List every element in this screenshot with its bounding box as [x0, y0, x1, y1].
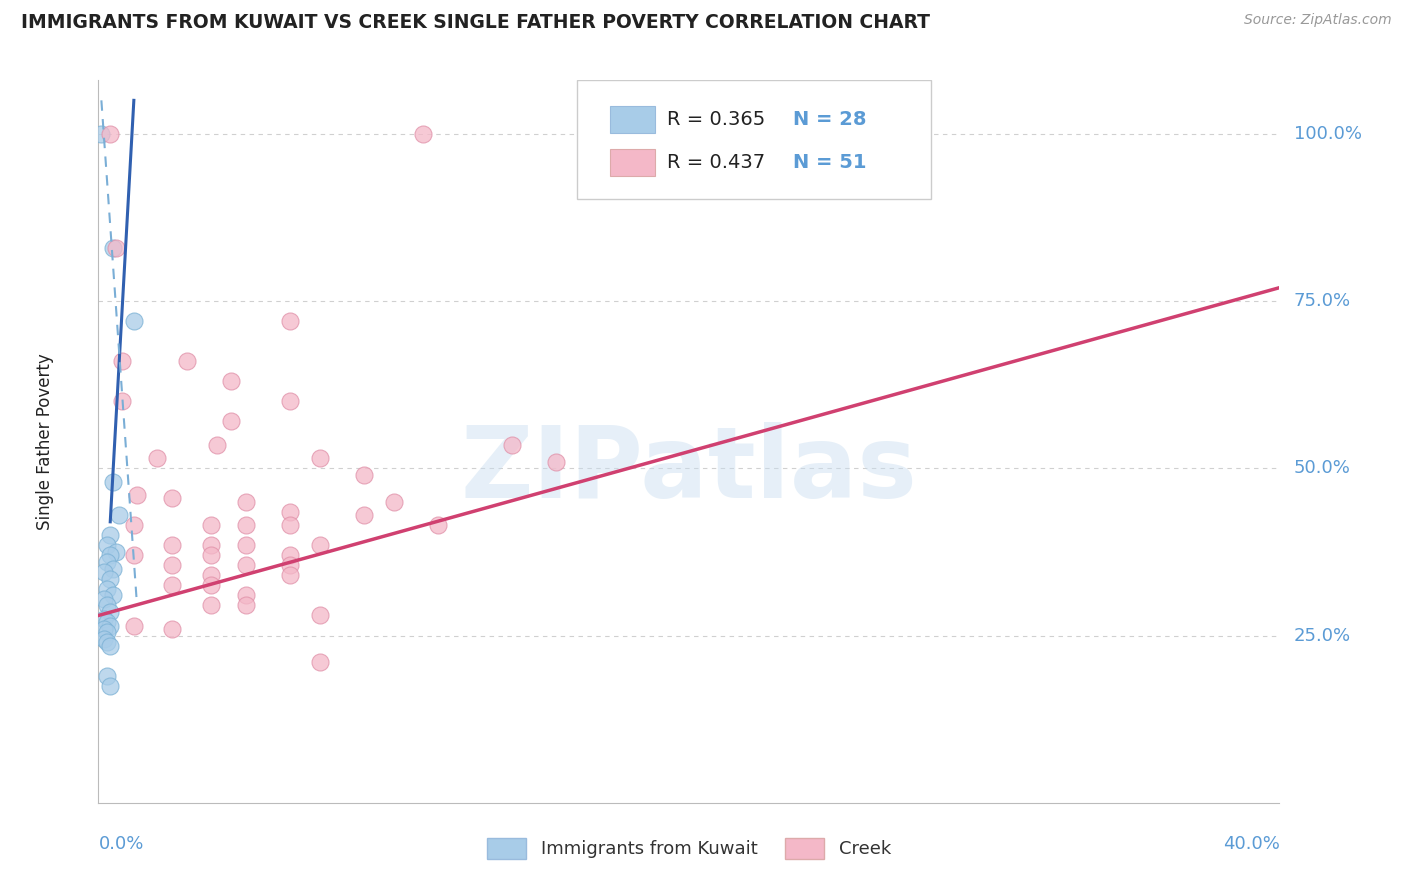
Point — [96, 599, 118, 613]
Point — [93, 632, 115, 646]
Point — [280, 505, 302, 519]
Point — [96, 615, 118, 630]
Point — [205, 438, 228, 452]
Point — [200, 538, 222, 552]
Point — [200, 599, 222, 613]
Point — [309, 655, 332, 669]
Point — [723, 127, 745, 141]
Point — [122, 314, 145, 328]
Point — [125, 488, 148, 502]
Point — [96, 582, 118, 596]
Point — [221, 375, 243, 389]
Point — [221, 414, 243, 429]
Point — [162, 622, 183, 636]
Point — [122, 518, 145, 533]
Point — [200, 568, 222, 582]
Point — [200, 518, 222, 533]
Point — [162, 491, 183, 506]
Legend: Immigrants from Kuwait, Creek: Immigrants from Kuwait, Creek — [479, 830, 898, 866]
Point — [280, 314, 302, 328]
Text: 40.0%: 40.0% — [1223, 835, 1279, 854]
Point — [235, 518, 257, 533]
Point — [96, 669, 118, 683]
Point — [96, 538, 118, 552]
Point — [111, 394, 134, 409]
Point — [353, 467, 375, 482]
Point — [146, 451, 169, 466]
Text: IMMIGRANTS FROM KUWAIT VS CREEK SINGLE FATHER POVERTY CORRELATION CHART: IMMIGRANTS FROM KUWAIT VS CREEK SINGLE F… — [21, 13, 931, 32]
Point — [108, 508, 131, 523]
Point — [176, 354, 198, 368]
Point — [103, 562, 125, 576]
Text: N = 51: N = 51 — [793, 153, 866, 172]
Point — [280, 518, 302, 533]
Text: 25.0%: 25.0% — [1294, 626, 1351, 645]
Point — [200, 548, 222, 563]
Point — [90, 127, 112, 141]
FancyBboxPatch shape — [576, 80, 931, 200]
Text: 50.0%: 50.0% — [1294, 459, 1351, 477]
Point — [501, 438, 523, 452]
Point — [93, 591, 115, 606]
Point — [98, 679, 121, 693]
Point — [111, 354, 134, 368]
Point — [546, 455, 568, 469]
Point — [98, 528, 121, 542]
Point — [162, 538, 183, 552]
Point — [353, 508, 375, 523]
Text: 75.0%: 75.0% — [1294, 292, 1351, 310]
Text: R = 0.437: R = 0.437 — [666, 153, 765, 172]
Point — [235, 538, 257, 552]
Point — [309, 608, 332, 623]
Point — [280, 548, 302, 563]
Point — [280, 558, 302, 573]
Point — [280, 394, 302, 409]
Point — [235, 589, 257, 603]
Point — [96, 635, 118, 649]
Point — [93, 622, 115, 636]
Point — [309, 538, 332, 552]
Point — [162, 578, 183, 592]
Point — [280, 568, 302, 582]
Point — [98, 618, 121, 632]
Text: Single Father Poverty: Single Father Poverty — [37, 353, 55, 530]
Point — [412, 127, 434, 141]
FancyBboxPatch shape — [610, 149, 655, 177]
Point — [96, 555, 118, 569]
Point — [427, 518, 450, 533]
Point — [98, 572, 121, 586]
Point — [98, 127, 121, 141]
FancyBboxPatch shape — [610, 105, 655, 133]
Point — [103, 241, 125, 255]
Point — [98, 639, 121, 653]
Point — [93, 565, 115, 579]
Point — [98, 548, 121, 563]
Point — [98, 605, 121, 619]
Point — [309, 451, 332, 466]
Point — [235, 599, 257, 613]
Text: 0.0%: 0.0% — [98, 835, 143, 854]
Text: Source: ZipAtlas.com: Source: ZipAtlas.com — [1244, 13, 1392, 28]
Point — [162, 558, 183, 573]
Point — [105, 241, 128, 255]
Point — [235, 494, 257, 508]
Point — [382, 494, 405, 508]
Point — [200, 578, 222, 592]
Point — [235, 558, 257, 573]
Text: 100.0%: 100.0% — [1294, 125, 1361, 143]
Point — [103, 589, 125, 603]
Point — [752, 127, 775, 141]
Point — [105, 545, 128, 559]
Point — [93, 612, 115, 626]
Text: R = 0.365: R = 0.365 — [666, 110, 765, 128]
Point — [122, 548, 145, 563]
Point — [122, 618, 145, 632]
Point — [96, 625, 118, 640]
Text: N = 28: N = 28 — [793, 110, 866, 128]
Point — [103, 475, 125, 489]
Text: ZIPatlas: ZIPatlas — [461, 422, 917, 519]
